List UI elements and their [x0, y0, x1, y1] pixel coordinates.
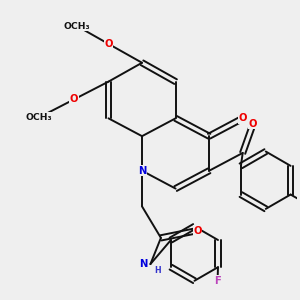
- Text: O: O: [249, 118, 257, 129]
- Text: H: H: [155, 266, 161, 274]
- Text: O: O: [104, 39, 113, 49]
- Text: OCH₃: OCH₃: [64, 22, 90, 31]
- Text: O: O: [194, 226, 202, 236]
- Text: N: N: [138, 166, 146, 176]
- Text: O: O: [70, 94, 78, 104]
- Text: N: N: [139, 259, 147, 269]
- Text: F: F: [214, 276, 221, 286]
- Text: OCH₃: OCH₃: [26, 113, 52, 122]
- Text: O: O: [238, 113, 247, 123]
